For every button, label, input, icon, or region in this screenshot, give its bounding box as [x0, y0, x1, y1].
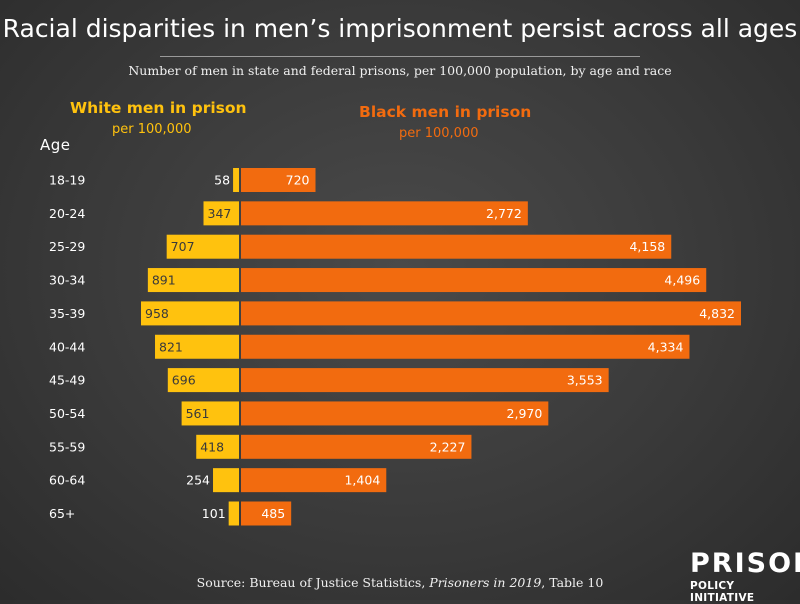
source-prefix: Source: Bureau of Justice Statistics,: [196, 575, 430, 590]
chart-title: Racial disparities in men’s imprisonment…: [2, 14, 798, 43]
white-bar: [166, 234, 239, 259]
white-value-label: 707: [171, 239, 195, 254]
source-title: Prisoners in 2019: [429, 575, 542, 590]
source-suffix: , Table 10: [541, 575, 604, 590]
black-value-label: 1,404: [344, 473, 380, 488]
white-bar: [203, 201, 239, 226]
black-bar: [241, 434, 472, 459]
white-value-label: 821: [159, 339, 183, 354]
logo-bottom-text: POLICY INITIATIVE: [690, 580, 755, 604]
white-value-label: 696: [172, 373, 196, 388]
white-value-label: 254: [186, 473, 210, 488]
age-tick-label: 60-64: [49, 473, 85, 488]
black-bar: [241, 401, 549, 426]
age-tick-label: 65+: [49, 506, 75, 521]
white-bar: [196, 434, 239, 459]
white-bar: [147, 268, 239, 293]
black-value-label: 4,832: [699, 306, 735, 321]
black-bar: [241, 168, 316, 192]
white-value-label: 101: [202, 506, 226, 521]
white-bar: [228, 501, 239, 526]
black-bar: [241, 301, 741, 326]
age-tick-label: 25-29: [49, 239, 85, 254]
title-divider: [160, 56, 640, 57]
age-tick-label: 45-49: [49, 373, 85, 388]
age-tick-label: 18-19: [49, 173, 85, 188]
black-value-label: 4,496: [664, 273, 700, 288]
white-bar: [155, 334, 239, 359]
age-tick-label: 35-39: [49, 306, 85, 321]
age-axis-heading: Age: [40, 136, 71, 154]
black-bar: [241, 368, 609, 393]
age-tick-label: 50-54: [49, 406, 85, 421]
legend-white-title: White men in prison: [70, 99, 247, 117]
black-bar: [241, 501, 292, 526]
age-tick-label: 30-34: [49, 273, 85, 288]
white-value-label: 891: [152, 273, 176, 288]
legend-black-title: Black men in prison: [359, 103, 532, 121]
legend-black-subtitle: per 100,000: [399, 126, 479, 141]
logo-top-text: PRISON: [690, 548, 800, 579]
black-bar: [241, 234, 672, 259]
black-bar: [241, 468, 387, 493]
white-bar: [141, 301, 239, 326]
white-value-label: 58: [214, 173, 230, 188]
black-value-label: 485: [261, 506, 285, 521]
white-value-label: 418: [200, 439, 224, 454]
black-value-label: 2,772: [486, 206, 522, 221]
white-bar: [213, 468, 239, 493]
age-tick-label: 55-59: [49, 439, 85, 454]
age-tick-label: 20-24: [49, 206, 85, 221]
black-bar: [241, 201, 528, 226]
black-bar: [241, 268, 707, 293]
white-value-label: 561: [186, 406, 210, 421]
white-bar: [233, 168, 239, 192]
legend-white-subtitle: per 100,000: [112, 122, 192, 137]
white-bar: [167, 368, 239, 393]
white-value-label: 347: [208, 206, 232, 221]
black-bar: [241, 334, 690, 359]
source-note: Source: Bureau of Justice Statistics, Pr…: [0, 575, 800, 590]
chart-subtitle: Number of men in state and federal priso…: [128, 63, 672, 78]
black-value-label: 4,334: [648, 339, 684, 354]
prison-policy-initiative-logo: PRISON POLICY INITIATIVE: [690, 548, 800, 604]
age-tick-label: 40-44: [49, 339, 85, 354]
black-value-label: 4,158: [629, 239, 665, 254]
black-value-label: 720: [286, 173, 310, 188]
black-value-label: 3,553: [567, 373, 603, 388]
white-bar: [181, 401, 239, 426]
black-value-label: 2,227: [430, 439, 466, 454]
black-value-label: 2,970: [507, 406, 543, 421]
white-value-label: 958: [145, 306, 169, 321]
